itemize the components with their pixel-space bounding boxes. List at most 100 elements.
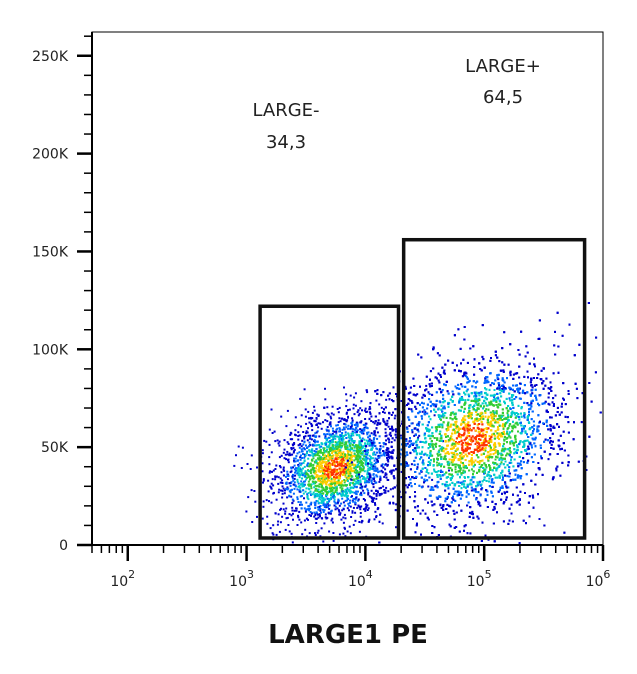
event-dot bbox=[343, 513, 346, 516]
event-dot bbox=[299, 456, 302, 459]
event-dot bbox=[382, 452, 385, 455]
event-dot bbox=[359, 428, 362, 431]
event-dot bbox=[378, 487, 381, 490]
event-dot bbox=[339, 513, 341, 516]
event-dot bbox=[335, 487, 338, 490]
event-dot bbox=[322, 487, 325, 490]
event-dot bbox=[282, 502, 285, 505]
event-dot bbox=[306, 439, 309, 442]
event-dot bbox=[338, 443, 341, 446]
event-dot bbox=[424, 411, 427, 414]
event-dot bbox=[318, 513, 321, 516]
event-dot bbox=[340, 488, 343, 491]
event-dot bbox=[371, 446, 374, 449]
event-dot bbox=[320, 445, 323, 448]
event-dot bbox=[330, 496, 333, 499]
event-dot bbox=[267, 479, 270, 482]
event-dot bbox=[303, 388, 306, 391]
event-dot bbox=[324, 490, 327, 493]
event-dot bbox=[332, 413, 335, 416]
event-dot bbox=[318, 485, 321, 488]
event-dot bbox=[364, 459, 367, 462]
event-dot bbox=[344, 535, 347, 538]
event-dot bbox=[366, 473, 369, 476]
event-dot bbox=[304, 528, 307, 531]
event-dot bbox=[308, 475, 311, 478]
event-dot bbox=[266, 515, 269, 518]
event-dot bbox=[350, 422, 353, 425]
event-dot bbox=[311, 429, 314, 432]
event-dot bbox=[324, 516, 327, 519]
event-dot bbox=[330, 433, 333, 436]
event-dot bbox=[297, 469, 300, 472]
event-dot bbox=[295, 507, 298, 510]
event-dot bbox=[324, 450, 327, 453]
event-dot bbox=[325, 468, 328, 471]
event-dot bbox=[354, 431, 357, 434]
event-dot bbox=[353, 445, 356, 448]
event-dot bbox=[310, 422, 313, 425]
event-dot bbox=[335, 432, 338, 435]
event-dot bbox=[388, 441, 391, 444]
event-dot bbox=[262, 479, 265, 482]
event-dot bbox=[325, 438, 328, 441]
event-dot bbox=[323, 449, 325, 452]
event-dot bbox=[378, 470, 381, 473]
event-dot bbox=[298, 446, 301, 449]
event-dot bbox=[347, 424, 350, 427]
event-dot bbox=[297, 474, 300, 477]
event-dot bbox=[319, 463, 322, 466]
event-dot bbox=[311, 474, 314, 477]
event-dot bbox=[350, 469, 353, 472]
event-dot bbox=[342, 435, 345, 438]
event-dot bbox=[245, 510, 248, 513]
event-dot bbox=[329, 512, 332, 515]
event-dot bbox=[357, 477, 359, 480]
event-dot bbox=[296, 467, 299, 470]
event-dot bbox=[327, 483, 330, 486]
event-dot bbox=[337, 411, 340, 414]
event-dot bbox=[298, 443, 301, 446]
event-dot bbox=[315, 444, 317, 447]
event-dot bbox=[387, 425, 390, 428]
event-dot bbox=[534, 365, 536, 368]
event-dot bbox=[330, 477, 333, 480]
event-dot bbox=[330, 425, 332, 428]
event-dot bbox=[372, 467, 374, 470]
event-dot bbox=[388, 456, 391, 459]
event-dot bbox=[352, 432, 354, 435]
event-dot bbox=[354, 519, 357, 522]
event-dot bbox=[427, 485, 430, 488]
event-dot bbox=[309, 462, 312, 465]
event-dot bbox=[368, 418, 371, 421]
event-dot bbox=[352, 439, 354, 442]
event-dot bbox=[365, 439, 368, 442]
event-dot bbox=[322, 457, 325, 460]
event-dot bbox=[312, 468, 315, 471]
event-dot bbox=[332, 430, 335, 432]
event-dot bbox=[339, 442, 342, 445]
event-dot bbox=[372, 473, 375, 476]
event-dot bbox=[317, 470, 320, 473]
event-dot bbox=[354, 458, 357, 461]
event-dot bbox=[428, 393, 431, 395]
event-dot bbox=[368, 518, 371, 521]
event-dot bbox=[366, 475, 369, 478]
event-dot bbox=[344, 488, 347, 491]
event-dot bbox=[295, 509, 298, 512]
event-dot bbox=[330, 412, 333, 415]
event-dot bbox=[352, 506, 355, 509]
event-dot bbox=[338, 406, 341, 409]
event-dot bbox=[301, 450, 303, 453]
event-dot bbox=[353, 483, 356, 485]
event-dot bbox=[333, 468, 336, 471]
event-dot bbox=[395, 393, 397, 395]
event-dot bbox=[338, 483, 341, 486]
event-dot bbox=[494, 419, 497, 422]
event-dot bbox=[341, 490, 344, 493]
event-dot bbox=[296, 498, 299, 501]
event-dot bbox=[280, 507, 282, 510]
event-dot bbox=[301, 457, 303, 459]
event-dot bbox=[314, 440, 317, 443]
event-dot bbox=[307, 480, 310, 483]
